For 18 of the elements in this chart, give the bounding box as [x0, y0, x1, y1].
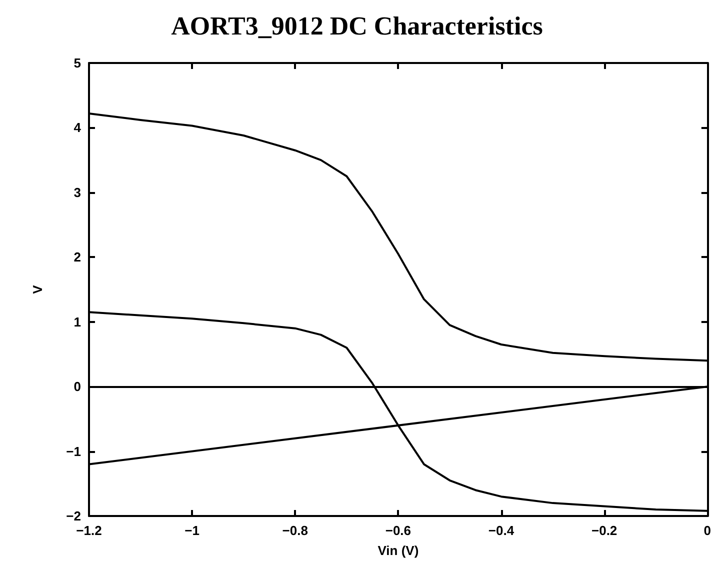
x-tick-label: −0.8 [282, 523, 308, 538]
y-axis-title: V [30, 284, 45, 294]
y-tick-label: −1 [66, 444, 81, 459]
x-tick-label: −0.2 [591, 523, 618, 538]
x-tick-label: −0.6 [385, 523, 412, 538]
y-tick-label: −2 [66, 508, 81, 524]
y-tick-label: 1 [74, 314, 81, 330]
x-tick-label: −0.4 [488, 523, 515, 538]
x-tick-label: −1 [184, 523, 200, 538]
y-tick-label: 2 [74, 250, 81, 265]
y-tick-label: 4 [74, 120, 82, 136]
x-tick-label: −1.2 [76, 523, 102, 538]
x-tick-label: 0 [704, 523, 711, 538]
chart-title: AORT3_9012 DC Characteristics [171, 12, 543, 40]
y-tick-label: 5 [74, 56, 81, 70]
y-tick-label: 3 [74, 184, 81, 200]
x-axis-title: Vin (V) [378, 543, 419, 558]
y-tick-label: 0 [74, 379, 81, 394]
